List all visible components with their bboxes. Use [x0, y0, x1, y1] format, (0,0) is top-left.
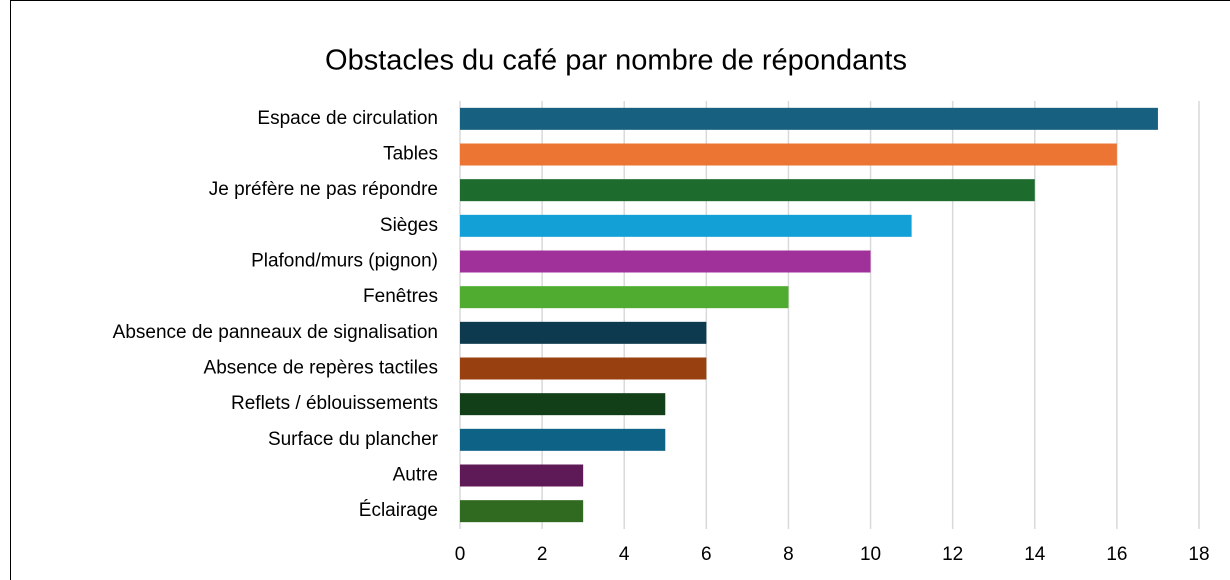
x-tick-label: 10	[860, 544, 881, 565]
y-tick-label: Plafond/murs (pignon)	[251, 251, 438, 272]
bar	[460, 357, 707, 380]
x-tick-label: 4	[619, 544, 630, 565]
y-tick-label: Tables	[383, 144, 438, 165]
x-tick-label: 16	[1106, 544, 1127, 565]
y-tick-label: Absence de panneaux de signalisation	[113, 322, 438, 343]
bar	[460, 500, 584, 523]
y-tick-label: Fenêtres	[363, 286, 438, 307]
x-tick-label: 18	[1188, 544, 1209, 565]
bar	[460, 428, 666, 451]
bar	[460, 321, 707, 344]
bar	[460, 107, 1158, 130]
x-tick-label: 0	[455, 544, 466, 565]
y-tick-label: Je préfère ne pas répondre	[209, 179, 438, 200]
bar	[460, 286, 789, 309]
bar	[460, 250, 871, 273]
bar	[460, 214, 912, 237]
y-tick-label: Espace de circulation	[257, 108, 438, 129]
x-tick-label: 12	[942, 544, 963, 565]
y-tick-label: Éclairage	[359, 500, 438, 521]
chart-title: Obstacles du café par nombre de répondan…	[325, 45, 907, 77]
x-tick-label: 6	[701, 544, 712, 565]
x-tick-label: 14	[1024, 544, 1046, 565]
y-tick-label: Autre	[393, 465, 438, 486]
bar	[460, 143, 1117, 166]
bar	[460, 464, 584, 487]
y-tick-label: Reflets / éblouissements	[231, 393, 438, 414]
x-tick-label: 8	[783, 544, 794, 565]
y-tick-label: Absence de repères tactiles	[204, 358, 438, 379]
y-tick-label: Sièges	[380, 215, 438, 236]
bar	[460, 393, 666, 416]
y-tick-label: Surface du plancher	[268, 429, 439, 450]
x-tick-label: 2	[537, 544, 548, 565]
bar	[460, 179, 1035, 202]
